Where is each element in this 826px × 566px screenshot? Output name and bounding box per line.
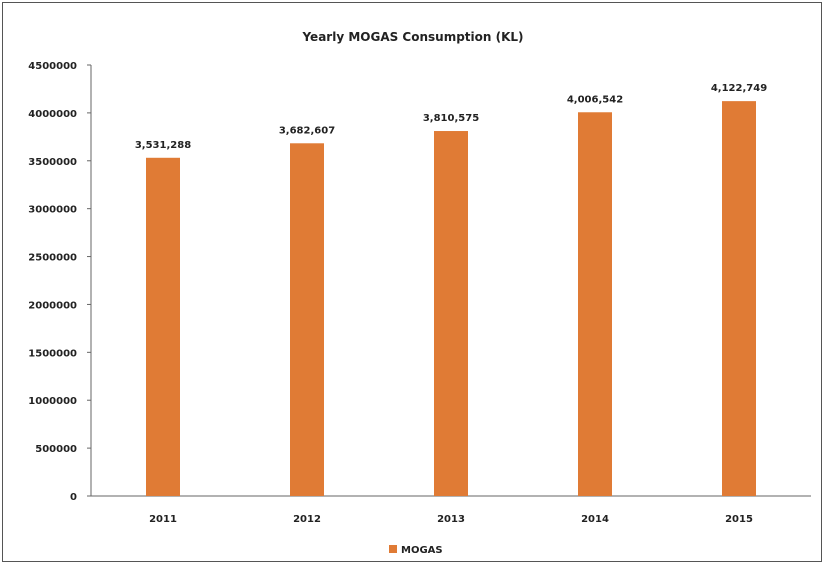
data-label-2011: 3,531,288: [135, 140, 191, 151]
bar-chart: Yearly MOGAS Consumption (KL) 0 500000 100…: [28, 30, 811, 556]
y-tick-label: 0: [70, 492, 77, 503]
data-label-2013: 3,810,575: [423, 113, 479, 124]
y-tick-label: 3000000: [28, 205, 77, 216]
chart-title: Yearly MOGAS Consumption (KL): [301, 30, 523, 44]
data-labels: 3,531,288 3,682,607 3,810,575 4,006,542 4,12…: [135, 83, 767, 151]
y-tick-label: 2500000: [28, 253, 77, 264]
x-tick-label-2013: 2013: [437, 514, 465, 525]
y-tick-label: 500000: [35, 444, 77, 455]
bar-series-mogas: [146, 101, 756, 497]
x-tick-label-2015: 2015: [725, 514, 753, 525]
data-label-2012: 3,682,607: [279, 125, 335, 136]
legend-label-mogas: MOGAS: [401, 545, 443, 556]
y-tick-label: 4000000: [28, 109, 77, 120]
data-label-2014: 4,006,542: [567, 94, 623, 105]
bar-2011: [146, 157, 180, 497]
legend-swatch-mogas: [389, 545, 397, 553]
x-tick-label-2014: 2014: [581, 514, 609, 525]
data-label-2015: 4,122,749: [711, 83, 767, 94]
y-tick-label: 1000000: [28, 396, 77, 407]
bar-2015: [722, 101, 756, 496]
x-axis-ticks: 2011 2012 2013 2014 2015: [149, 514, 753, 525]
y-tick-label: 1500000: [28, 348, 77, 359]
y-axis-ticks: 0 500000 1000000 1500000 2000000 2500000 30000…: [28, 61, 91, 503]
y-tick-label: 2000000: [28, 300, 77, 311]
y-tick-label: 3500000: [28, 157, 77, 168]
bar-2013: [434, 131, 468, 496]
x-tick-label-2011: 2011: [149, 514, 177, 525]
x-tick-label-2012: 2012: [293, 514, 321, 525]
bar-2012: [290, 143, 324, 496]
legend: MOGAS: [389, 545, 443, 556]
bar-2014: [578, 112, 612, 496]
y-tick-label: 4500000: [28, 61, 77, 72]
